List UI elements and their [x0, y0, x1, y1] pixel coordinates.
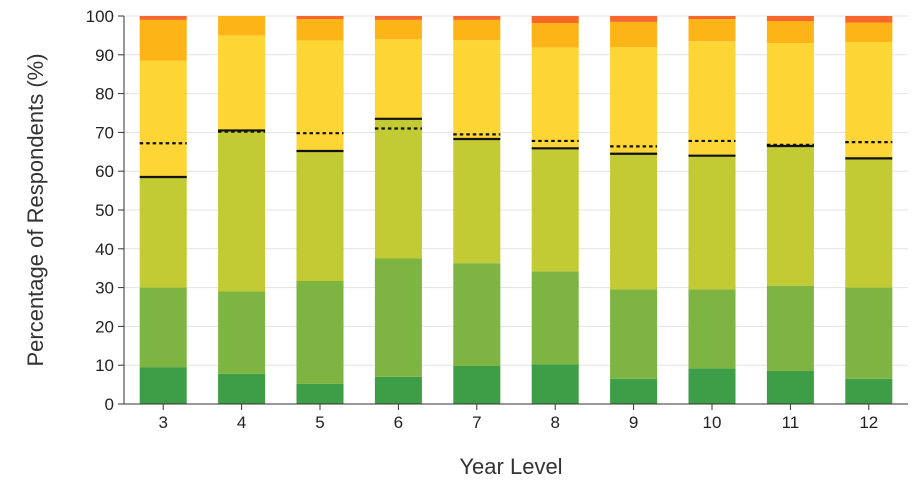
x-tick-label: 5	[315, 413, 324, 432]
bar-segment	[766, 285, 814, 372]
bar-segment	[218, 130, 266, 292]
bar-segment	[845, 378, 893, 404]
y-tick-label: 0	[105, 395, 114, 414]
x-tick-label: 3	[158, 413, 167, 432]
bar-segment	[688, 368, 736, 404]
y-axis-title: Percentage of Respondents (%)	[23, 53, 48, 366]
x-tick-label: 12	[859, 413, 878, 432]
x-tick-label: 9	[629, 413, 638, 432]
bar-segment	[139, 60, 187, 178]
bar-segment	[218, 35, 266, 131]
bar-segment	[766, 43, 814, 146]
bar-segment	[610, 16, 658, 22]
bar-segment	[610, 289, 658, 379]
bar-segment	[766, 371, 814, 404]
bar-segment	[845, 287, 893, 379]
bar-segment	[296, 151, 344, 282]
y-tick-label: 90	[95, 46, 114, 65]
x-tick-label: 6	[394, 413, 403, 432]
bar-segment	[531, 364, 579, 404]
y-tick-label: 60	[95, 162, 114, 181]
x-tick-label: 4	[237, 413, 246, 432]
axes: 0 10 20 30 40 50 60 70 80 90 100 3 4 5 6 7 8 9 10 11 12	[86, 7, 908, 432]
bar-segment	[531, 271, 579, 365]
y-tick-label: 50	[95, 201, 114, 220]
y-tick-label: 80	[95, 85, 114, 104]
y-tick-label: 10	[95, 356, 114, 375]
bar-segment	[296, 40, 344, 152]
bar-segment	[766, 16, 814, 22]
bar-segment	[610, 21, 658, 48]
y-tick-label: 100	[86, 7, 114, 26]
y-tick-label: 40	[95, 240, 114, 259]
x-tick-label: 10	[703, 413, 722, 432]
x-tick-label: 11	[782, 413, 800, 432]
bar-segment	[374, 16, 422, 20]
bar-segment	[218, 16, 266, 36]
bar-segment	[845, 41, 893, 159]
y-tick-label: 30	[95, 279, 114, 298]
bar-segment	[688, 289, 736, 369]
bar-segment	[139, 19, 187, 61]
bar-segment	[688, 16, 736, 20]
bar-segment	[296, 16, 344, 20]
y-tick-label: 70	[95, 123, 114, 142]
bar-segment	[453, 365, 501, 404]
bar-segment	[453, 16, 501, 20]
bar-segment	[453, 40, 501, 139]
x-tick-label: 8	[550, 413, 559, 432]
bar-segment	[531, 16, 579, 23]
bar-segment	[296, 383, 344, 404]
bar-segment	[374, 258, 422, 377]
bar-segment	[374, 118, 422, 259]
bar-segment	[531, 47, 579, 149]
bar-segment	[845, 16, 893, 23]
bar-segment	[845, 22, 893, 42]
x-tick-label: 7	[472, 413, 481, 432]
bar-segment	[531, 148, 579, 272]
bar-segment	[453, 263, 501, 366]
bar-segment	[218, 291, 266, 374]
bar-segment	[374, 376, 422, 404]
bar-segment	[531, 22, 579, 48]
bar-segment	[139, 287, 187, 368]
bar-segment	[139, 16, 187, 20]
bar-segment	[845, 158, 893, 288]
bar-segment	[139, 177, 187, 288]
bar-segment	[139, 367, 187, 404]
bar-segment	[296, 281, 344, 384]
bar-segment	[688, 155, 736, 290]
bar-segment	[688, 41, 736, 156]
bar-segment	[374, 19, 422, 40]
bar-segment	[453, 138, 501, 264]
bar-segment	[610, 47, 658, 154]
y-tick-label: 20	[95, 317, 114, 336]
markers	[139, 117, 893, 179]
bar-segment	[610, 153, 658, 290]
bar-segment	[766, 21, 814, 44]
bar-segment	[688, 19, 736, 42]
x-axis-title: Year Level	[459, 454, 562, 479]
bar-segment	[453, 19, 501, 41]
bars	[139, 16, 893, 404]
bar-segment	[610, 378, 658, 404]
bar-segment	[296, 19, 344, 41]
bar-segment	[218, 373, 266, 404]
bar-segment	[766, 145, 814, 286]
bar-segment	[374, 39, 422, 119]
